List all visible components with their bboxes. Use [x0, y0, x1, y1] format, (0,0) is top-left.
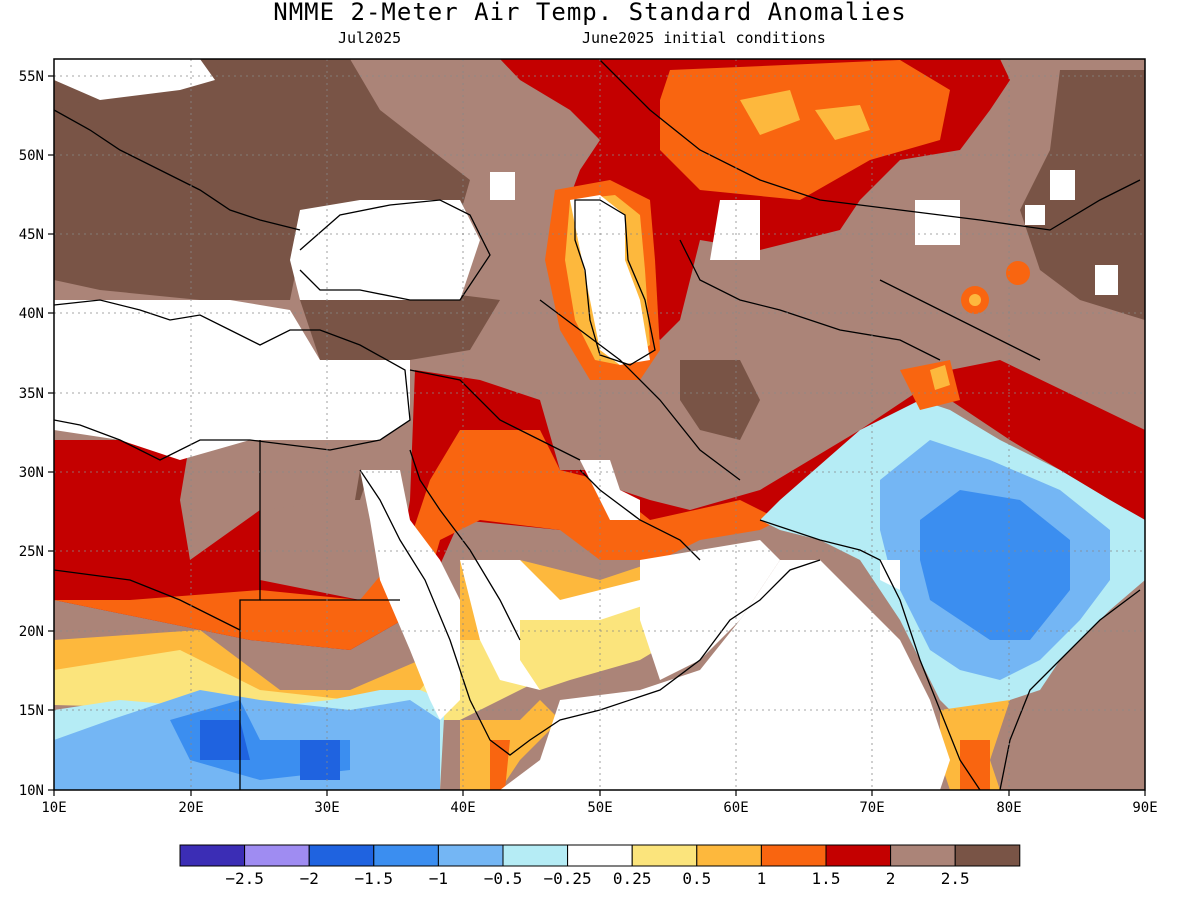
colorbar-swatch — [954, 844, 1021, 867]
lat-label: 35N — [19, 386, 44, 402]
colorbar-label: −1 — [429, 869, 448, 888]
valid-month-label: Jul2025 — [338, 29, 402, 47]
lon-label: 80E — [996, 800, 1021, 816]
lat-label: 25N — [19, 544, 44, 560]
lon-label: 20E — [178, 800, 203, 816]
colorbar-label: −2 — [300, 869, 319, 888]
tick-marks — [48, 75, 1146, 796]
lon-label: 10E — [41, 800, 66, 816]
lat-label: 10N — [19, 783, 44, 799]
colorbar-label: −0.5 — [484, 869, 523, 888]
colorbar-label: −0.25 — [544, 869, 592, 888]
lon-label: 70E — [859, 800, 884, 816]
colorbar-swatch — [502, 844, 569, 867]
longitude-labels: 10E 20E 30E 40E 50E 60E 70E 80E 90E — [41, 800, 1157, 816]
colorbar-swatch — [825, 844, 892, 867]
lon-label: 40E — [450, 800, 475, 816]
colorbar-swatch — [631, 844, 698, 867]
lon-label: 60E — [723, 800, 748, 816]
colorbar-label: 0.5 — [682, 869, 711, 888]
colorbar-label: 1.5 — [812, 869, 841, 888]
colorbar-swatch — [890, 844, 956, 867]
colorbar-swatch — [179, 844, 246, 867]
lat-label: 15N — [19, 703, 44, 719]
lat-label: 55N — [19, 69, 44, 85]
colorbar-swatch — [567, 844, 633, 867]
lat-label: 40N — [19, 306, 44, 322]
gridlines — [54, 59, 1145, 790]
anomaly-fields — [54, 59, 1145, 790]
colorbar-swatch — [696, 844, 762, 867]
lon-label: 90E — [1132, 800, 1157, 816]
colorbar-swatch — [373, 844, 439, 867]
map-title: NMME 2-Meter Air Temp. Standard Anomalie… — [273, 0, 907, 26]
colorbar-label: 2 — [886, 869, 896, 888]
colorbar: −2.5 −2 −1.5 −1 −0.5 −0.25 0.25 0.5 1 1.5 2 2.5 — [179, 844, 1021, 888]
colorbar-label: 0.25 — [613, 869, 652, 888]
latitude-labels: 10N 15N 20N 25N 30N 35N 40N 45N 50N 55N — [19, 69, 44, 799]
lat-label: 30N — [19, 465, 44, 481]
colorbar-swatch — [437, 844, 504, 867]
lat-label: 20N — [19, 624, 44, 640]
lon-label: 30E — [314, 800, 339, 816]
colorbar-swatch — [308, 844, 375, 867]
lat-label: 50N — [19, 148, 44, 164]
lat-label: 45N — [19, 227, 44, 243]
colorbar-label: 1 — [757, 869, 767, 888]
colorbar-label: −1.5 — [355, 869, 394, 888]
colorbar-label: −2.5 — [225, 869, 264, 888]
colorbar-label: 2.5 — [941, 869, 970, 888]
lon-label: 50E — [587, 800, 612, 816]
colorbar-swatch — [760, 844, 827, 867]
initial-conditions-label: June2025 initial conditions — [582, 29, 826, 47]
colorbar-swatch — [244, 844, 310, 867]
